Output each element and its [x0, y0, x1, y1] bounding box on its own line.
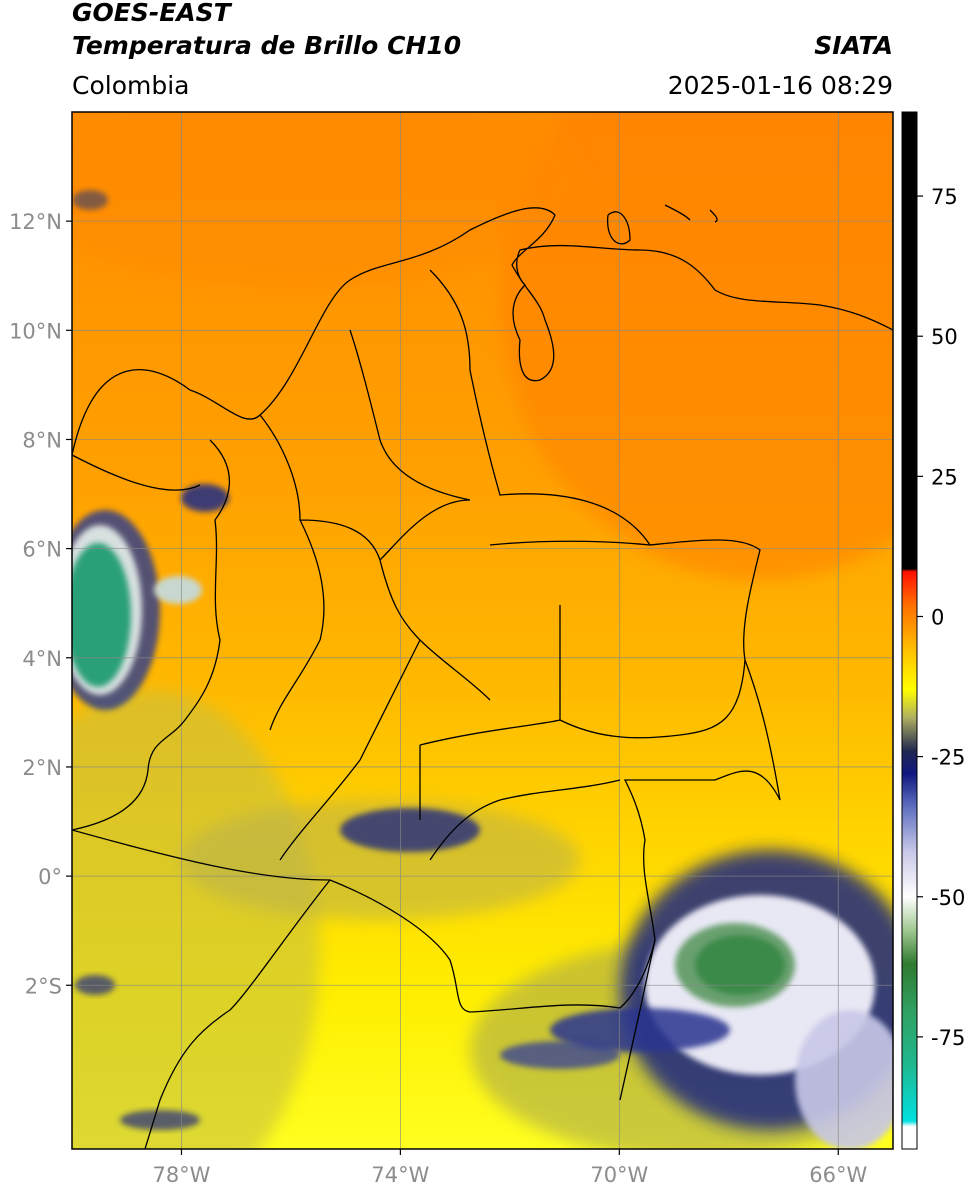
lon-tick-label: 70°W — [590, 1163, 648, 1187]
region-label: Colombia — [72, 71, 190, 100]
brand-label: SIATA — [814, 31, 893, 60]
colorbar-tick-label: -50 — [931, 886, 965, 910]
colorbar-tick-label: 0 — [931, 605, 944, 629]
colorbar-tick-label: 25 — [931, 465, 958, 489]
product-title: Temperatura de Brillo CH10 — [72, 31, 462, 60]
colorbar-tick-label: 50 — [931, 325, 958, 349]
border-ecuador — [72, 829, 621, 1013]
lat-tick-label: 2°S — [25, 974, 62, 998]
colorbar-scale — [902, 112, 917, 1149]
latitude-axis: 12°N 10°N 8°N 6°N 4°N 2°N 0° 2°S — [9, 210, 72, 998]
datetime-label: 2025-01-16 08:29 — [667, 71, 893, 100]
brightness-field — [72, 112, 893, 1149]
satellite-title: GOES-EAST — [72, 0, 231, 27]
lat-tick-label: 0° — [38, 865, 62, 889]
longitude-axis: 78°W 74°W 70°W 66°W — [152, 1149, 867, 1187]
line-pacific-sw — [144, 879, 331, 1149]
border-panama — [72, 454, 201, 491]
coastline-cuba-venezuela — [607, 204, 718, 245]
lat-tick-label: 6°N — [22, 538, 62, 562]
border-brazil — [623, 770, 781, 941]
map-frame — [71, 111, 894, 1150]
lat-tick-label: 8°N — [22, 428, 62, 452]
colorbar-tick-label: 75 — [931, 185, 958, 209]
inner-vichada — [419, 540, 651, 820]
inner-depts — [259, 329, 746, 861]
colorbar: 75 50 25 0 -25 -50 -75 — [901, 111, 965, 1150]
coastline-caribbean — [72, 207, 893, 456]
colorbar-tick-label: -25 — [931, 746, 965, 770]
lat-tick-label: 12°N — [9, 210, 62, 234]
lon-tick-label: 78°W — [152, 1163, 210, 1187]
lat-tick-label: 2°N — [22, 756, 62, 780]
convective-cloud-pacific — [72, 484, 229, 710]
lat-tick-label: 10°N — [9, 319, 62, 343]
coastline-pacific — [72, 439, 231, 831]
colorbar-tick-label: -75 — [931, 1026, 965, 1050]
boundary-lines — [72, 204, 893, 1149]
lon-tick-label: 74°W — [371, 1163, 429, 1187]
graticule — [72, 112, 893, 1149]
colorbar-frame — [901, 111, 918, 1150]
lon-tick-label: 66°W — [809, 1163, 867, 1187]
border-peru-brazil — [619, 939, 656, 1101]
lat-tick-label: 4°N — [22, 647, 62, 671]
